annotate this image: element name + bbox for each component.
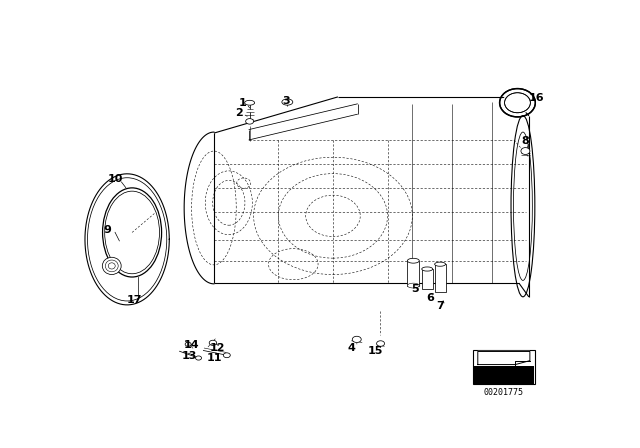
Ellipse shape	[435, 262, 445, 266]
Text: 2: 2	[235, 108, 243, 118]
Ellipse shape	[102, 257, 121, 275]
Ellipse shape	[246, 119, 253, 124]
Ellipse shape	[209, 340, 217, 345]
Ellipse shape	[106, 260, 118, 272]
Text: 11: 11	[207, 353, 223, 363]
Ellipse shape	[521, 147, 530, 155]
Text: 6: 6	[426, 293, 434, 303]
Ellipse shape	[196, 356, 202, 360]
Text: 4: 4	[348, 343, 356, 353]
Text: 8: 8	[522, 136, 529, 146]
Text: 7: 7	[436, 301, 444, 311]
Ellipse shape	[244, 100, 255, 105]
Text: 13: 13	[181, 351, 197, 361]
Bar	[408, 261, 419, 285]
Text: 10: 10	[108, 174, 124, 184]
Polygon shape	[478, 352, 530, 365]
Bar	[435, 264, 445, 292]
Text: 00201775: 00201775	[484, 388, 524, 397]
Text: 17: 17	[127, 295, 142, 306]
Text: 5: 5	[412, 284, 419, 294]
Text: 14: 14	[183, 340, 199, 350]
Text: 3: 3	[282, 96, 290, 106]
Ellipse shape	[408, 283, 419, 288]
Text: 12: 12	[210, 343, 226, 353]
Ellipse shape	[282, 99, 292, 105]
Text: 1: 1	[239, 98, 246, 108]
Text: 15: 15	[368, 346, 383, 356]
Ellipse shape	[223, 353, 230, 358]
Ellipse shape	[408, 258, 419, 263]
Ellipse shape	[376, 341, 385, 346]
Bar	[422, 269, 433, 289]
Ellipse shape	[185, 342, 191, 346]
Bar	[473, 350, 535, 384]
Ellipse shape	[502, 91, 532, 115]
Bar	[474, 366, 534, 384]
Text: 9: 9	[103, 225, 111, 235]
Ellipse shape	[422, 267, 433, 271]
Ellipse shape	[352, 336, 361, 342]
Text: 16: 16	[529, 93, 544, 103]
